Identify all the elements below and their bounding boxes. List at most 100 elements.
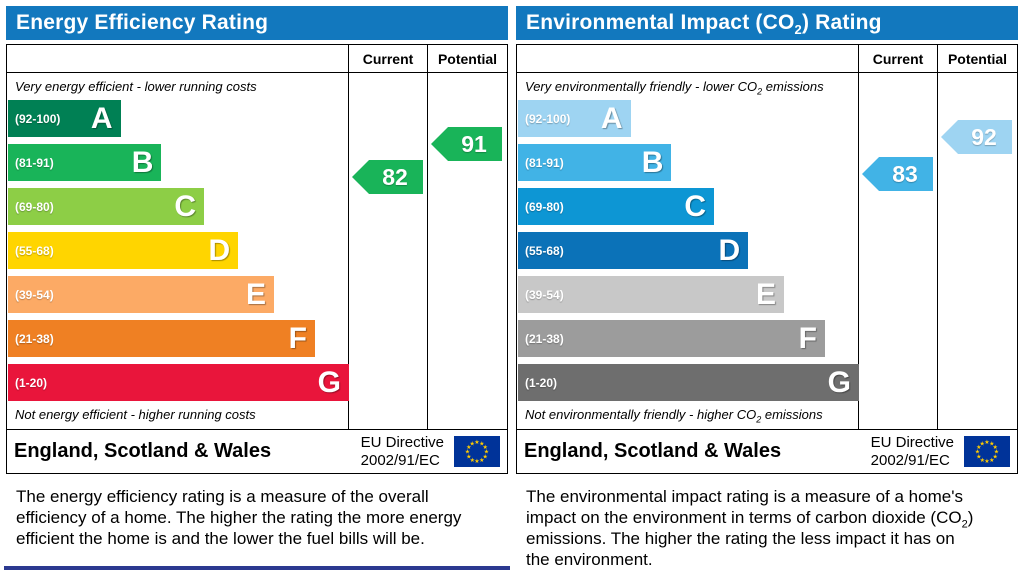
svg-text:★: ★: [980, 457, 985, 464]
band-e: (39-54) E: [8, 276, 274, 313]
band-range-label: (39-54): [15, 287, 54, 302]
svg-text:★: ★: [474, 439, 479, 446]
rating-table: Current Potential Very environmentally f…: [516, 44, 1018, 474]
band-letter: B: [131, 145, 154, 179]
band-g: (1-20) G: [8, 364, 349, 401]
svg-text:★: ★: [483, 453, 488, 460]
eu-directive-label: EU Directive 2002/91/EC: [360, 434, 444, 469]
svg-text:★: ★: [976, 444, 981, 451]
panel-title: Energy Efficiency Rating: [16, 11, 269, 34]
table-header-row: Current Potential: [7, 45, 507, 73]
band-letter: A: [90, 101, 113, 135]
panel-title: Environmental Impact (CO2) Rating: [526, 11, 882, 38]
band-range-label: (81-91): [525, 155, 564, 170]
band-range-label: (21-38): [15, 331, 54, 346]
column-divider: [348, 73, 349, 429]
region-label: England, Scotland & Wales: [524, 440, 782, 462]
region-label: England, Scotland & Wales: [14, 440, 272, 462]
band-letter: D: [718, 233, 741, 267]
table-header-row: Current Potential: [517, 45, 1017, 73]
svg-text:★: ★: [984, 458, 989, 465]
svg-text:★: ★: [466, 453, 471, 460]
band-letter: B: [641, 145, 664, 179]
band-letter: F: [798, 321, 817, 355]
band-range-label: (21-38): [525, 331, 564, 346]
current-rating-arrow: 82: [352, 160, 423, 194]
band-range-label: (92-100): [15, 111, 61, 126]
band-range-label: (39-54): [525, 287, 564, 302]
band-d: (55-68) D: [518, 232, 749, 269]
band-a: (92-100) A: [8, 100, 121, 137]
rating-description: The environmental impact rating is a mea…: [526, 487, 974, 570]
column-divider: [427, 73, 428, 429]
potential-column-header: Potential: [947, 50, 1008, 67]
svg-text:★: ★: [989, 457, 994, 464]
eu-flag-icon: ★ ★★★★★★★★★★★: [454, 436, 500, 467]
current-rating-arrow: 83: [862, 157, 933, 191]
band-range-label: (55-68): [525, 243, 564, 258]
table-footer-row: England, Scotland & Wales EU Directive 2…: [7, 429, 507, 473]
band-letter: G: [317, 365, 341, 399]
svg-text:★: ★: [474, 458, 479, 465]
bands-container: (92-100) A (81-91) B (69-80) C (55-68) D (39-54)…: [8, 100, 349, 408]
eu-directive-label: EU Directive 2002/91/EC: [870, 434, 954, 469]
svg-text:★: ★: [483, 444, 488, 451]
potential-column-header: Potential: [437, 50, 498, 67]
band-g: (1-20) G: [518, 364, 859, 401]
band-range-label: (81-91): [15, 155, 54, 170]
header-spacer: [7, 45, 349, 72]
band-a: (92-100) A: [518, 100, 631, 137]
current-column-header: Current: [349, 45, 428, 72]
svg-text:★: ★: [989, 440, 994, 447]
svg-text:★: ★: [484, 449, 489, 456]
band-b: (81-91) B: [8, 144, 162, 181]
eu-flag-icon: ★ ★★★★★★★★★★★: [964, 436, 1010, 467]
band-letter: E: [245, 277, 266, 311]
band-f: (21-38) F: [518, 320, 825, 357]
band-range-label: (69-80): [525, 199, 564, 214]
band-range-label: (1-20): [525, 375, 558, 390]
band-range-label: (69-80): [15, 199, 54, 214]
top-caption: Very environmentally friendly - lower CO…: [525, 79, 824, 97]
svg-text:★: ★: [465, 449, 470, 456]
svg-text:★: ★: [976, 453, 981, 460]
band-c: (69-80) C: [8, 188, 205, 225]
bottom-caption: Not energy efficient - higher running co…: [15, 407, 256, 422]
band-range-label: (1-20): [15, 375, 48, 390]
chart-body: Very environmentally friendly - lower CO…: [517, 73, 1017, 429]
band-b: (81-91) B: [518, 144, 672, 181]
energy-efficiency-panel: Energy Efficiency Rating Current Potenti…: [6, 6, 508, 570]
svg-text:★: ★: [993, 444, 998, 451]
panel-title-bar: Energy Efficiency Rating: [6, 6, 508, 40]
svg-text:★: ★: [479, 440, 484, 447]
svg-text:★: ★: [470, 457, 475, 464]
band-letter: F: [288, 321, 307, 355]
svg-text:★: ★: [984, 439, 989, 446]
rating-description: The energy efficiency rating is a measur…: [16, 487, 462, 549]
column-divider: [937, 73, 938, 429]
band-letter: E: [755, 277, 776, 311]
band-letter: A: [600, 101, 623, 135]
svg-text:★: ★: [470, 440, 475, 447]
band-d: (55-68) D: [8, 232, 239, 269]
band-letter: C: [174, 189, 197, 223]
current-column-header: Current: [859, 45, 938, 72]
potential-rating-arrow: 91: [431, 127, 502, 161]
chart-body: Very energy efficient - lower running co…: [7, 73, 507, 429]
panel-title-bar: Environmental Impact (CO2) Rating: [516, 6, 1018, 40]
potential-rating-arrow: 92: [941, 120, 1012, 154]
top-caption: Very energy efficient - lower running co…: [15, 79, 257, 94]
rating-table: Current Potential Very energy efficient …: [6, 44, 508, 474]
band-range-label: (92-100): [525, 111, 571, 126]
svg-text:★: ★: [980, 440, 985, 447]
header-spacer: [517, 45, 859, 72]
band-c: (69-80) C: [518, 188, 715, 225]
column-divider: [858, 73, 859, 429]
bands-container: (92-100) A (81-91) B (69-80) C (55-68) D (39-54)…: [518, 100, 859, 408]
svg-text:★: ★: [975, 449, 980, 456]
band-letter: C: [684, 189, 707, 223]
band-letter: G: [827, 365, 851, 399]
svg-text:★: ★: [994, 449, 999, 456]
svg-text:★: ★: [993, 453, 998, 460]
